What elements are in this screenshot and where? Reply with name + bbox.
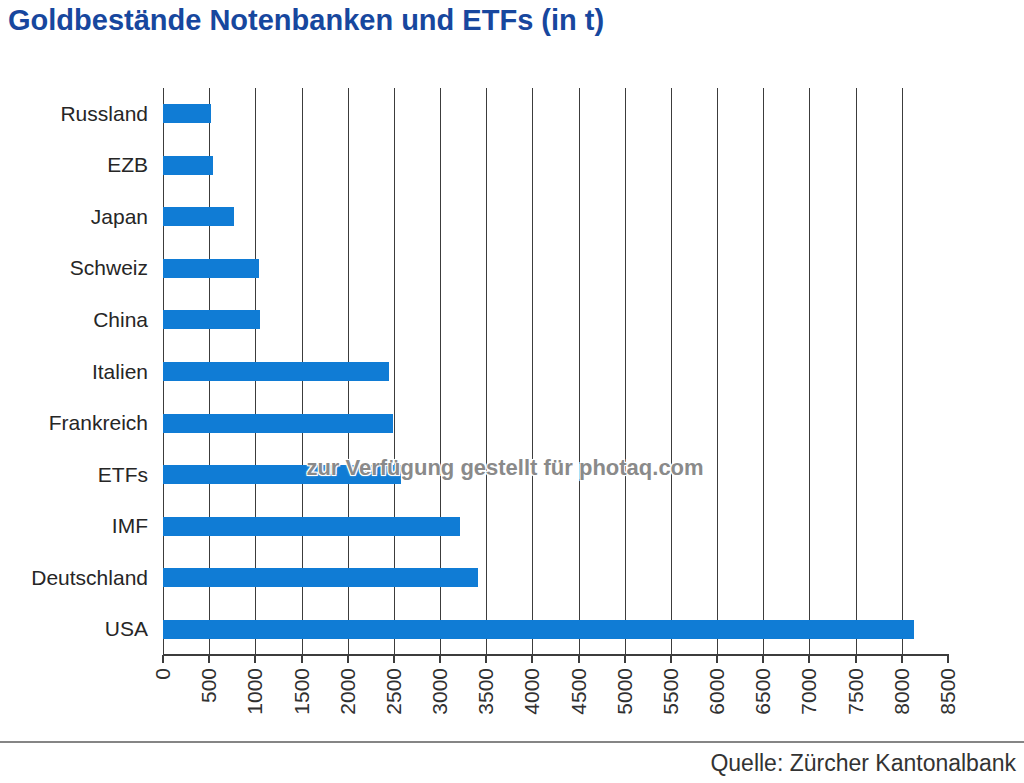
x-tick-label: 0	[152, 668, 174, 746]
category-label: Schweiz	[0, 255, 148, 281]
bar-russland	[163, 104, 211, 123]
gridline	[579, 88, 580, 655]
x-tick	[301, 655, 303, 663]
x-tick	[578, 655, 580, 663]
gridline	[671, 88, 672, 655]
x-axis-line	[163, 654, 949, 656]
x-tick	[624, 655, 626, 663]
bar-etfs	[163, 465, 401, 484]
gridline	[763, 88, 764, 655]
category-label: IMF	[0, 513, 148, 539]
bar-imf	[163, 517, 460, 536]
x-tick-label: 3000	[429, 668, 451, 746]
x-tick	[208, 655, 210, 663]
x-tick	[901, 655, 903, 663]
x-tick-label: 4000	[521, 668, 543, 746]
x-tick	[531, 655, 533, 663]
x-tick	[162, 655, 164, 663]
x-tick	[254, 655, 256, 663]
category-label: Frankreich	[0, 410, 148, 436]
x-tick-label: 5000	[614, 668, 636, 746]
x-tick	[947, 655, 949, 663]
x-tick	[485, 655, 487, 663]
x-tick	[808, 655, 810, 663]
bar-japan	[163, 207, 234, 226]
x-tick-label: 3500	[475, 668, 497, 746]
category-label: ETFs	[0, 462, 148, 488]
x-tick	[393, 655, 395, 663]
bar-usa	[163, 620, 914, 639]
bar-ezb	[163, 156, 213, 175]
x-tick-label: 8500	[937, 668, 959, 746]
x-tick	[762, 655, 764, 663]
chart-title: Goldbestände Notenbanken und ETFs (in t)	[8, 4, 604, 37]
x-tick	[439, 655, 441, 663]
category-label: USA	[0, 616, 148, 642]
category-label: Russland	[0, 101, 148, 127]
plot-area	[163, 88, 948, 655]
x-tick-label: 6500	[752, 668, 774, 746]
x-tick-label: 7000	[798, 668, 820, 746]
category-label: China	[0, 307, 148, 333]
bar-schweiz	[163, 259, 259, 278]
x-tick	[670, 655, 672, 663]
category-label: EZB	[0, 152, 148, 178]
x-tick-label: 500	[198, 668, 220, 746]
x-tick-label: 6000	[706, 668, 728, 746]
x-tick-label: 2000	[337, 668, 359, 746]
bar-deutschland	[163, 568, 478, 587]
category-label: Deutschland	[0, 565, 148, 591]
x-tick-label: 8000	[891, 668, 913, 746]
gridline	[717, 88, 718, 655]
gridline	[856, 88, 857, 655]
gridline	[902, 88, 903, 655]
x-tick-label: 2500	[383, 668, 405, 746]
x-tick-label: 1500	[291, 668, 313, 746]
gridline	[486, 88, 487, 655]
x-tick-label: 7500	[845, 668, 867, 746]
bar-china	[163, 310, 260, 329]
chart-page: Goldbestände Notenbanken und ETFs (in t)…	[0, 0, 1024, 783]
x-tick	[347, 655, 349, 663]
gridline	[625, 88, 626, 655]
source-credit: Quelle: Zürcher Kantonalbank	[710, 750, 1016, 777]
x-tick-label: 5500	[660, 668, 682, 746]
category-label: Japan	[0, 204, 148, 230]
footer-separator	[0, 741, 1024, 743]
gridline	[532, 88, 533, 655]
x-tick	[716, 655, 718, 663]
x-tick-label: 4500	[568, 668, 590, 746]
x-tick-label: 1000	[244, 668, 266, 746]
gridline	[809, 88, 810, 655]
category-label: Italien	[0, 359, 148, 385]
x-tick	[855, 655, 857, 663]
bar-frankreich	[163, 414, 393, 433]
bar-italien	[163, 362, 389, 381]
